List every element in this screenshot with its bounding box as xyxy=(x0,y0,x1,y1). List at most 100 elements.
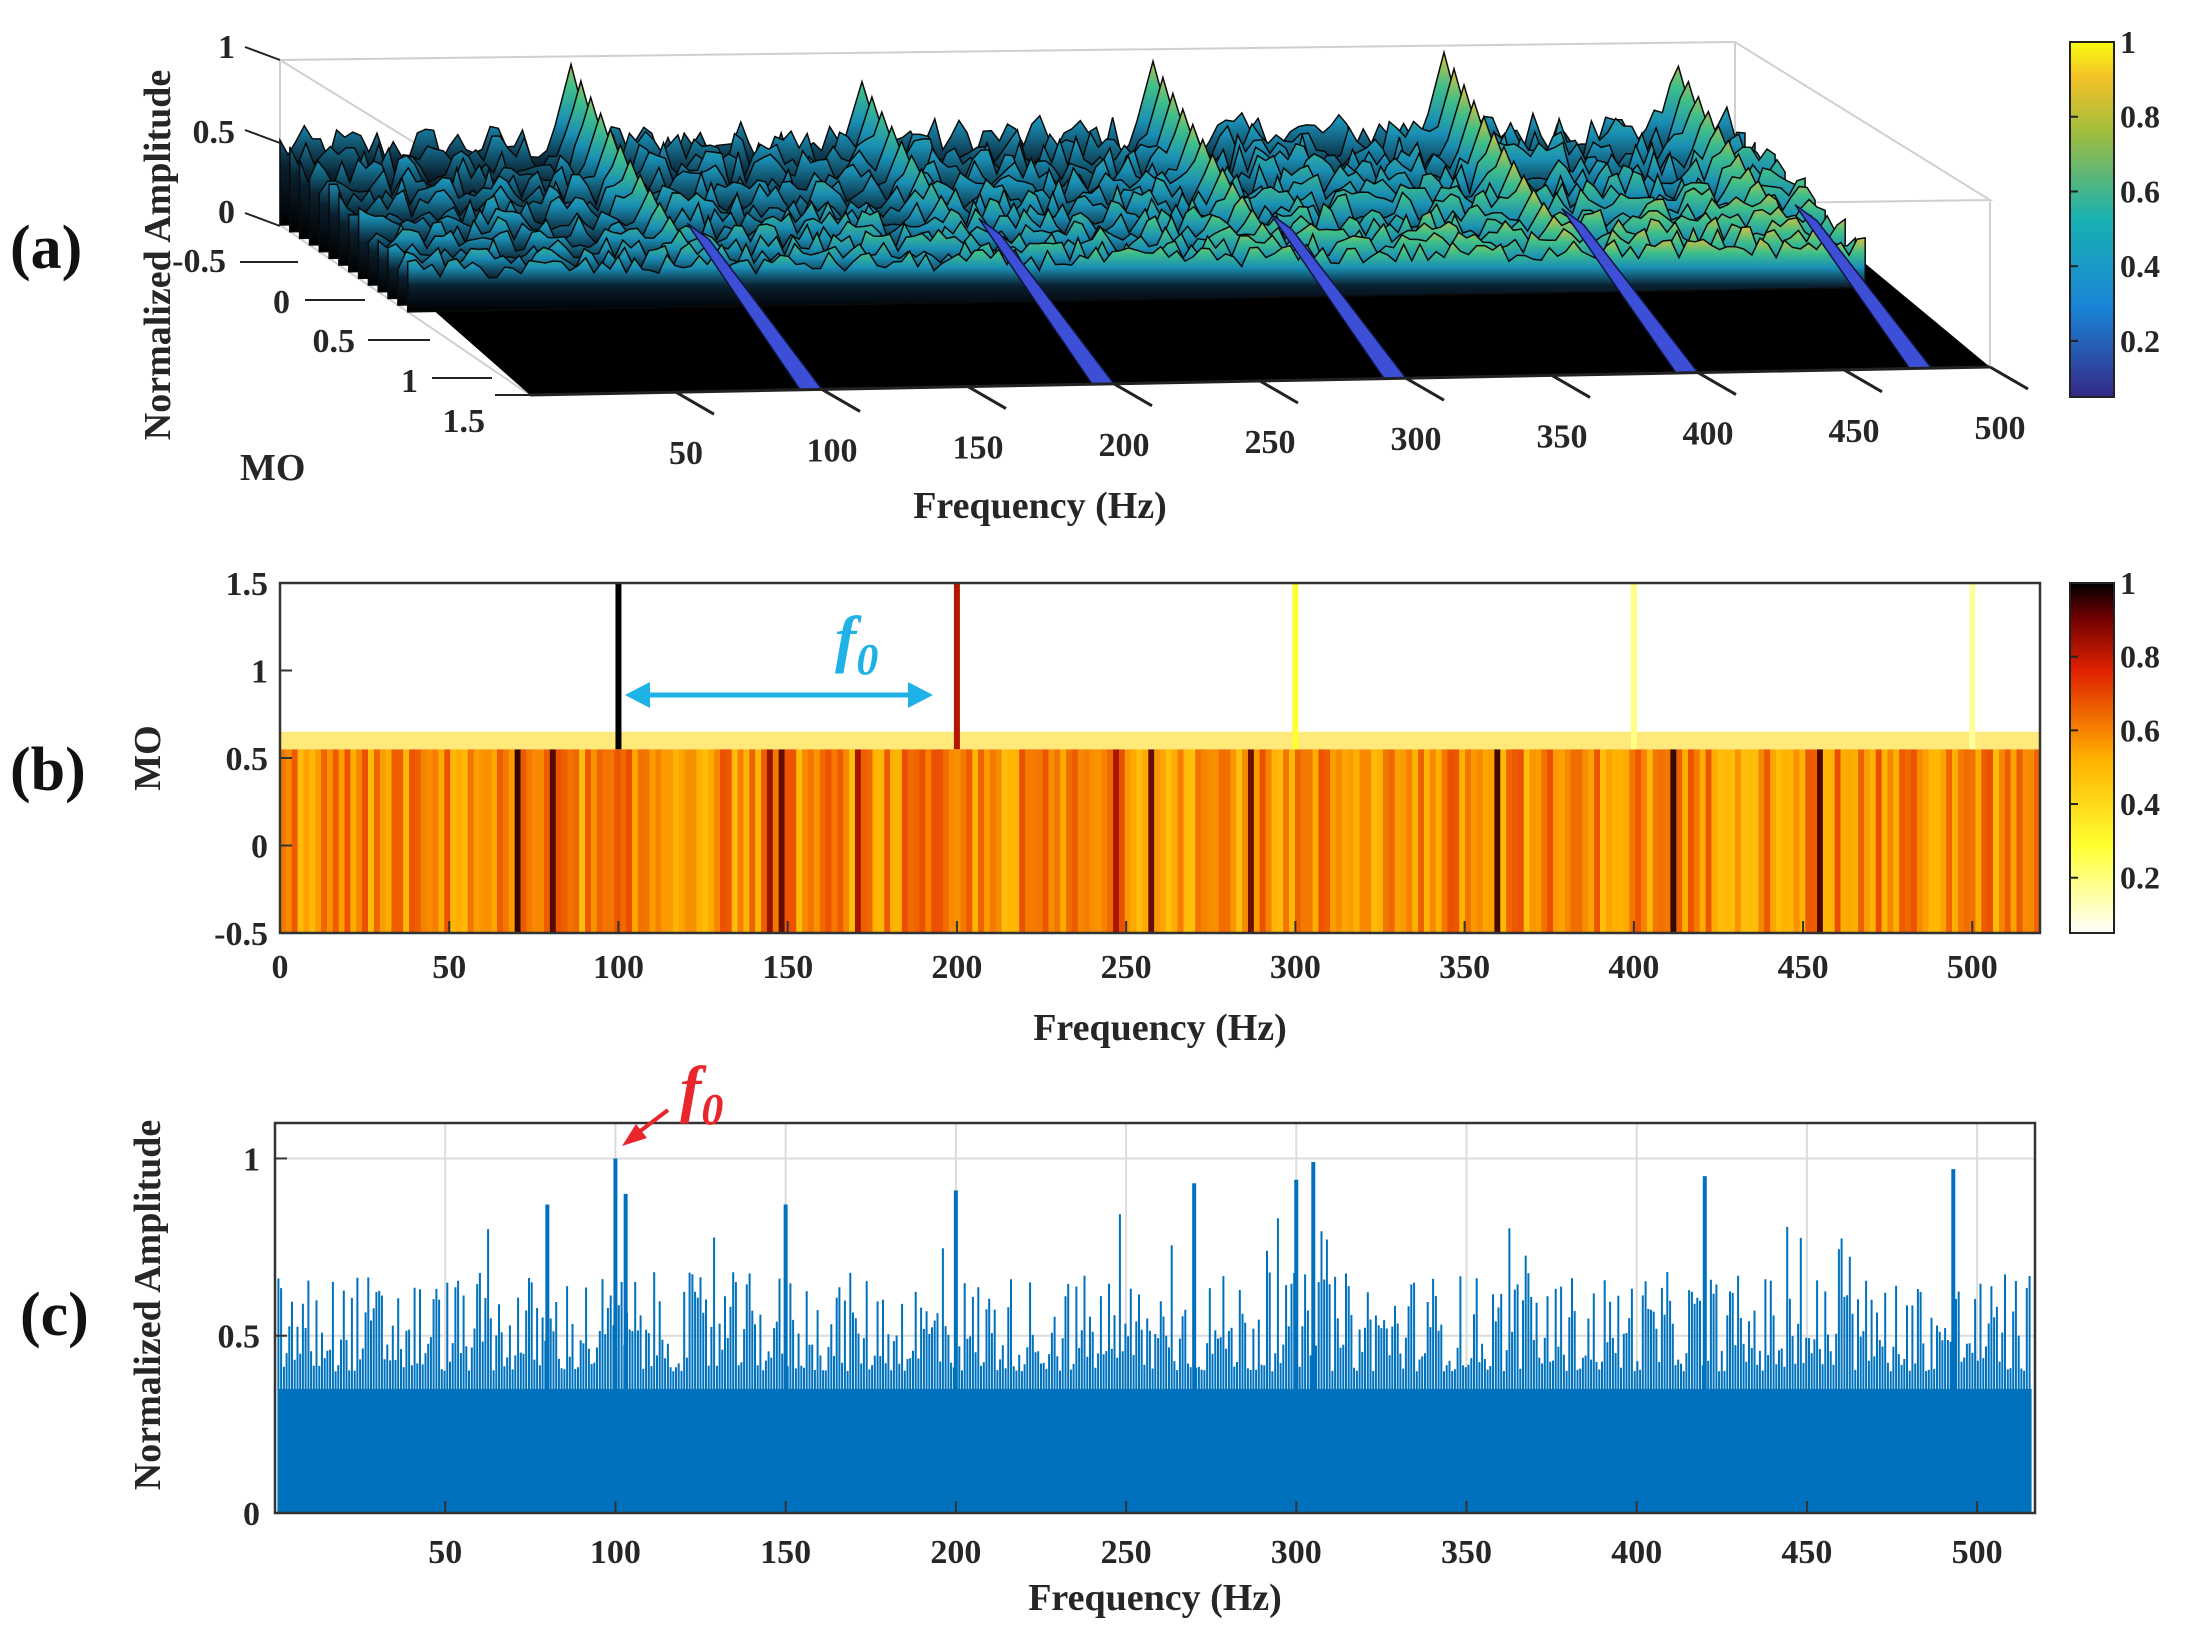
heatmap-cell xyxy=(626,749,633,933)
heatmap-cell xyxy=(849,749,856,933)
colorbar-tick-label: 0.4 xyxy=(2120,248,2160,284)
heatmap-cell xyxy=(602,749,610,933)
heatmap-cell xyxy=(1441,749,1449,933)
heatmap-cell xyxy=(878,749,885,933)
heatmap-cell xyxy=(1218,749,1226,933)
x-tick-label: 450 xyxy=(1829,413,1880,450)
heatmap-cell xyxy=(655,749,662,933)
heatmap-cell xyxy=(1036,749,1044,933)
heatmap-cell xyxy=(1294,749,1302,933)
heatmap-cell xyxy=(608,749,615,933)
heatmap-cell xyxy=(338,749,346,933)
heatmap-cell xyxy=(326,749,334,933)
heatmap-cell xyxy=(737,749,745,933)
heatmap-cell xyxy=(1922,749,1930,933)
heatmap-cell xyxy=(802,749,809,933)
panel-a-surface xyxy=(279,49,1990,395)
heatmap-cell xyxy=(409,749,416,933)
heatmap-cell xyxy=(954,749,962,933)
heatmap-cell xyxy=(485,749,492,933)
heatmap-cell xyxy=(925,749,932,933)
heatmap-cell xyxy=(573,749,580,933)
heatmap-cell xyxy=(473,749,481,933)
heatmap-cell xyxy=(702,749,709,933)
x-tick-label: 200 xyxy=(930,1534,981,1571)
heatmap-cell xyxy=(514,749,522,933)
x-tick-label: 500 xyxy=(1975,410,2026,447)
heatmap-cell xyxy=(1940,749,1947,933)
y-tick-label: -0.5 xyxy=(214,916,268,953)
x-tick-label: 50 xyxy=(669,435,703,472)
heatmap-cell xyxy=(1723,749,1730,933)
heatmap-cell xyxy=(1201,749,1208,933)
heatmap-cell xyxy=(549,749,557,933)
heatmap-cell xyxy=(1459,749,1466,933)
heatmap-cell xyxy=(1811,749,1818,933)
panel-a-zlabel: Normalized Amplitude xyxy=(137,70,179,440)
heatmap-cell xyxy=(937,749,944,933)
x-tick-label: 250 xyxy=(1245,424,1296,461)
heatmap-cell xyxy=(2004,749,2012,933)
heatmap-cell xyxy=(497,749,504,933)
heatmap-cell xyxy=(1001,749,1009,933)
heatmap-cell xyxy=(1195,749,1202,933)
heatmap-cell xyxy=(1793,749,1801,933)
heatmap-cell xyxy=(843,749,850,933)
colorbar-tick-label: 0.8 xyxy=(2120,99,2160,135)
heatmap-cell xyxy=(1758,749,1765,933)
heatmap-cell xyxy=(1934,749,1941,933)
harmonic-line xyxy=(615,583,622,750)
heatmap-cell xyxy=(1635,749,1642,933)
heatmap-cell xyxy=(1822,749,1830,933)
heatmap-cell xyxy=(948,749,956,933)
heatmap-cell xyxy=(526,749,533,933)
heatmap-cell xyxy=(1418,749,1425,933)
heatmap-cell xyxy=(1594,749,1601,933)
heatmap-cell xyxy=(344,749,351,933)
heatmap-cell xyxy=(1846,749,1853,933)
heatmap-cell xyxy=(989,749,997,933)
heatmap-cell xyxy=(1840,749,1847,933)
heatmap-cell xyxy=(362,749,369,933)
heatmap-cell xyxy=(1030,749,1038,933)
heatmap-cell xyxy=(1435,749,1443,933)
x-tick-label: 350 xyxy=(1537,418,1588,455)
heatmap-cell xyxy=(1424,749,1431,933)
heatmap-cell xyxy=(1916,749,1924,933)
x-tick-label: 300 xyxy=(1270,949,1321,986)
heatmap-cell xyxy=(1236,749,1243,933)
heatmap-cell xyxy=(720,749,727,933)
heatmap-cell xyxy=(984,749,991,933)
heatmap-cell xyxy=(1066,749,1073,933)
heatmap-cell xyxy=(632,749,639,933)
x-tick-label: 200 xyxy=(931,949,982,986)
panel-c-y-ticks: 00.51 xyxy=(218,1141,287,1533)
heatmap-cell xyxy=(280,749,287,933)
heatmap-cell xyxy=(350,749,357,933)
heatmap-cell xyxy=(544,749,551,933)
heatmap-cell xyxy=(1981,749,1988,933)
heatmap-cell xyxy=(931,749,938,933)
heatmap-cell xyxy=(1248,749,1255,933)
heatmap-cell xyxy=(2016,749,2023,933)
heatmap-cell xyxy=(784,749,791,933)
heatmap-cell xyxy=(1905,749,1912,933)
panel-a-x-ticks: 50 100 150 200 250 300 350 400 450 500 xyxy=(669,365,2029,472)
heatmap-cell xyxy=(1160,749,1167,933)
heatmap-cell xyxy=(1347,749,1355,933)
heatmap-cell xyxy=(772,749,780,933)
colorbar-tick-label: 0.6 xyxy=(2120,173,2160,209)
heatmap-cell xyxy=(1118,749,1126,933)
panel-a-xlabel: Frequency (Hz) xyxy=(913,485,1167,527)
heatmap-cell xyxy=(1400,749,1407,933)
surface-ridge xyxy=(406,236,1866,313)
heatmap-cell xyxy=(866,749,874,933)
heatmap-cell xyxy=(1382,749,1390,933)
heatmap-cell xyxy=(1817,749,1824,933)
heatmap-cell xyxy=(614,749,621,933)
heatmap-cell xyxy=(1869,749,1877,933)
heatmap-cell xyxy=(1799,749,1806,933)
heatmap-cell xyxy=(1095,749,1102,933)
heatmap-cell xyxy=(1277,749,1284,933)
heatmap-cell xyxy=(1072,749,1079,933)
